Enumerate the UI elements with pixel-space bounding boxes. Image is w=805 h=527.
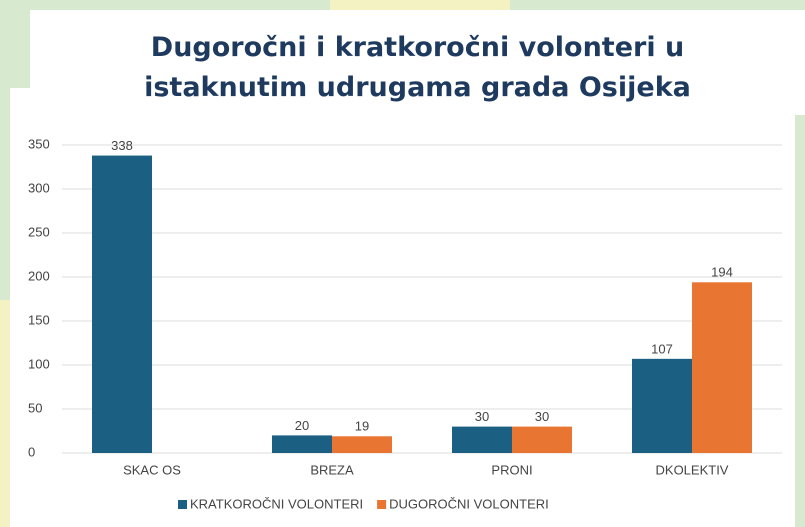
legend-label: DUGOROČNI VOLONTERI [389, 496, 549, 511]
y-tick-label: 250 [28, 224, 50, 239]
bar [452, 426, 512, 453]
y-tick-label: 100 [28, 356, 50, 371]
bar [692, 282, 752, 453]
legend-swatch [377, 500, 387, 509]
legend-label: KRATKOROČNI VOLONTERI [190, 496, 363, 511]
bar [512, 426, 572, 453]
y-tick-label: 0 [28, 444, 35, 459]
legend-swatch [178, 500, 187, 509]
data-label: 338 [111, 138, 133, 153]
y-tick-label: 200 [28, 268, 50, 283]
bar [632, 358, 692, 453]
data-label: 194 [711, 265, 733, 280]
data-label: 19 [355, 419, 369, 434]
x-tick-label: SKAC OS [123, 462, 181, 477]
y-tick-label: 350 [28, 136, 50, 151]
data-label: 107 [651, 341, 673, 356]
y-tick-label: 300 [28, 180, 50, 195]
chart-title: Dugoročni i kratkoročni volonteri u ista… [30, 10, 805, 115]
x-tick-label: BREZA [310, 462, 354, 477]
bar [332, 436, 392, 453]
x-tick-label: DKOLEKTIV [656, 462, 729, 477]
bar [92, 155, 152, 453]
y-tick-label: 150 [28, 312, 50, 327]
data-label: 30 [475, 409, 489, 424]
x-tick-label: PRONI [491, 462, 532, 477]
y-tick-label: 50 [28, 400, 42, 415]
data-label: 30 [535, 409, 549, 424]
bar [272, 435, 332, 453]
data-label: 20 [295, 418, 309, 433]
